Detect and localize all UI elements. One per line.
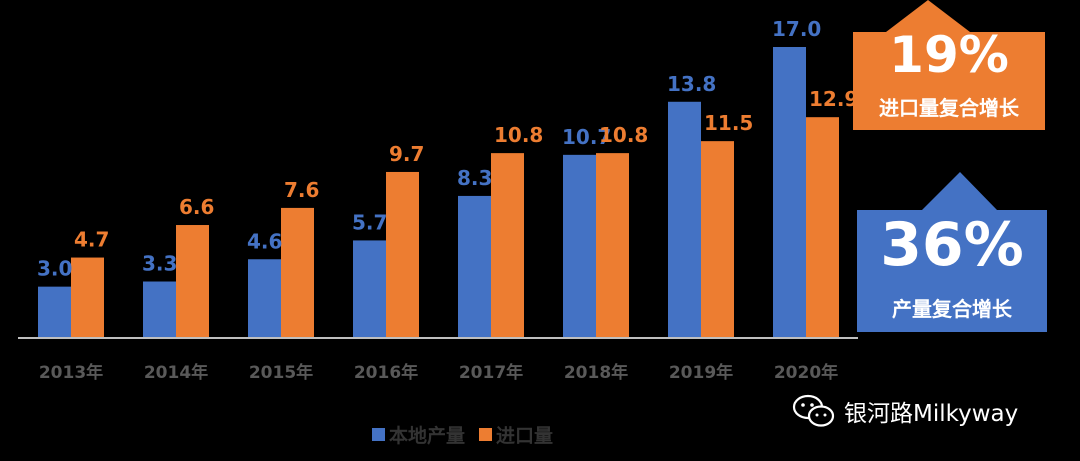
value-label-local-5: 10.7 [562,125,611,149]
import-growth-label: 进口量复合增长 [879,96,1019,120]
value-label-import-2: 7.6 [284,178,319,202]
chart-legend: 本地产量 进口量 [372,421,553,448]
tick-label-3: 2016年 [354,362,418,383]
bars-group [38,47,839,339]
value-label-import-6: 11.5 [704,111,753,135]
bar-local-5 [563,154,596,338]
value-labels-group: 3.04.73.36.64.67.65.79.78.310.8 10.710.81… [37,17,858,281]
value-label-import-4: 10.8 [494,123,543,147]
value-label-local-7: 17.0 [772,17,821,41]
bar-local-2 [248,259,281,338]
value-label-local-2: 4.6 [247,229,282,253]
tick-label-7: 2020年 [774,362,838,383]
watermark-text: 银河路Milkyway [844,401,1019,427]
import-growth-value: 19% [889,26,1009,84]
value-label-import-3: 9.7 [389,142,424,166]
bar-import-3 [386,171,419,338]
bar-import-4 [491,153,524,338]
wechat-icon [792,394,835,427]
bar-import-5 [596,153,629,338]
local-growth-label: 产量复合增长 [892,297,1012,321]
bar-import-7 [806,117,839,339]
tick-label-0: 2013年 [39,362,103,383]
value-label-import-7: 12.9 [809,87,858,111]
bar-local-3 [353,240,386,338]
bar-local-4 [458,195,491,338]
tick-label-4: 2017年 [459,362,523,383]
tick-label-2: 2015年 [249,362,313,383]
value-label-import-0: 4.7 [74,228,109,252]
value-label-local-1: 3.3 [142,252,177,276]
value-label-import-1: 6.6 [179,195,214,219]
bar-import-2 [281,207,314,338]
legend-item-import: 进口量 [479,421,553,448]
bar-local-1 [143,281,176,338]
local-growth-value: 36% [880,210,1024,280]
bar-import-0 [71,257,104,338]
bar-import-6 [701,141,734,338]
local-growth-callout: 36% 产量复合增长 [857,172,1047,332]
bar-local-0 [38,286,71,338]
legend-item-local: 本地产量 [372,421,465,448]
tick-label-6: 2019年 [669,362,733,383]
bar-local-7 [773,47,806,338]
value-label-local-3: 5.7 [352,210,387,234]
tick-label-1: 2014年 [144,362,208,383]
import-callout-shape [853,0,1045,130]
value-label-local-0: 3.0 [37,257,72,281]
legend-label-import: 进口量 [496,425,554,447]
tick-labels-group: 2013年 2014年 2015年 2016年 2017年 2018年 2019年 2020年 [39,362,838,383]
value-label-import-5: 10.8 [599,123,648,147]
legend-swatch-local [372,428,385,441]
import-growth-callout: 19% 进口量复合增长 [853,0,1045,130]
bar-import-1 [176,225,209,338]
local-callout-shape [857,172,1047,332]
value-label-local-6: 13.8 [667,72,716,96]
value-label-local-4: 8.3 [457,166,492,190]
watermark: 银河路Milkyway [792,394,1018,428]
bar-local-6 [668,101,701,338]
legend-label-local: 本地产量 [389,425,466,447]
tick-label-5: 2018年 [564,362,628,383]
legend-swatch-import [479,428,493,441]
